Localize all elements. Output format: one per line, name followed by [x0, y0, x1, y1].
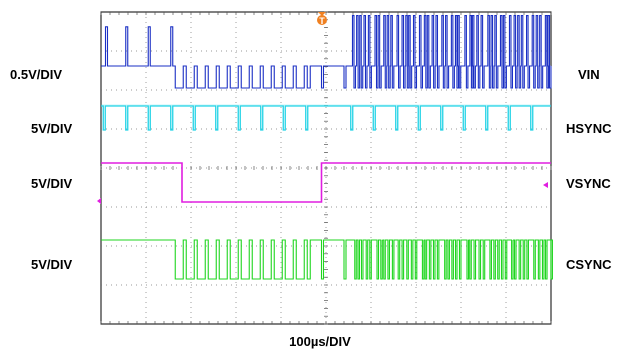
trigger-arrow-icon [318, 12, 326, 16]
grid [100, 11, 552, 325]
vsync-scale-label: 5V/DIV [31, 176, 73, 191]
vin-channel-label: VIN [578, 67, 600, 82]
vsync-ground-marker [97, 198, 101, 204]
trigger-marker-icon [317, 15, 327, 25]
hsync-scale-label: 5V/DIV [31, 121, 73, 136]
trigger-marker-label: T [319, 16, 325, 26]
vin-scale-label: 0.5V/DIV [10, 67, 63, 82]
vin-trace [101, 15, 552, 89]
csync-scale-label: 5V/DIV [31, 257, 73, 272]
x-axis-label: 100µs/DIV [289, 334, 351, 349]
csync-channel-label: CSYNC [566, 257, 612, 272]
traces [101, 15, 553, 280]
csync-trace [101, 239, 553, 280]
markers: T [97, 12, 548, 204]
vsync-trace [101, 162, 551, 203]
hsync-channel-label: HSYNC [566, 121, 612, 136]
vsync-trigger-level-marker [543, 182, 548, 188]
vsync-channel-label: VSYNC [566, 176, 611, 191]
hsync-trace [101, 105, 551, 131]
